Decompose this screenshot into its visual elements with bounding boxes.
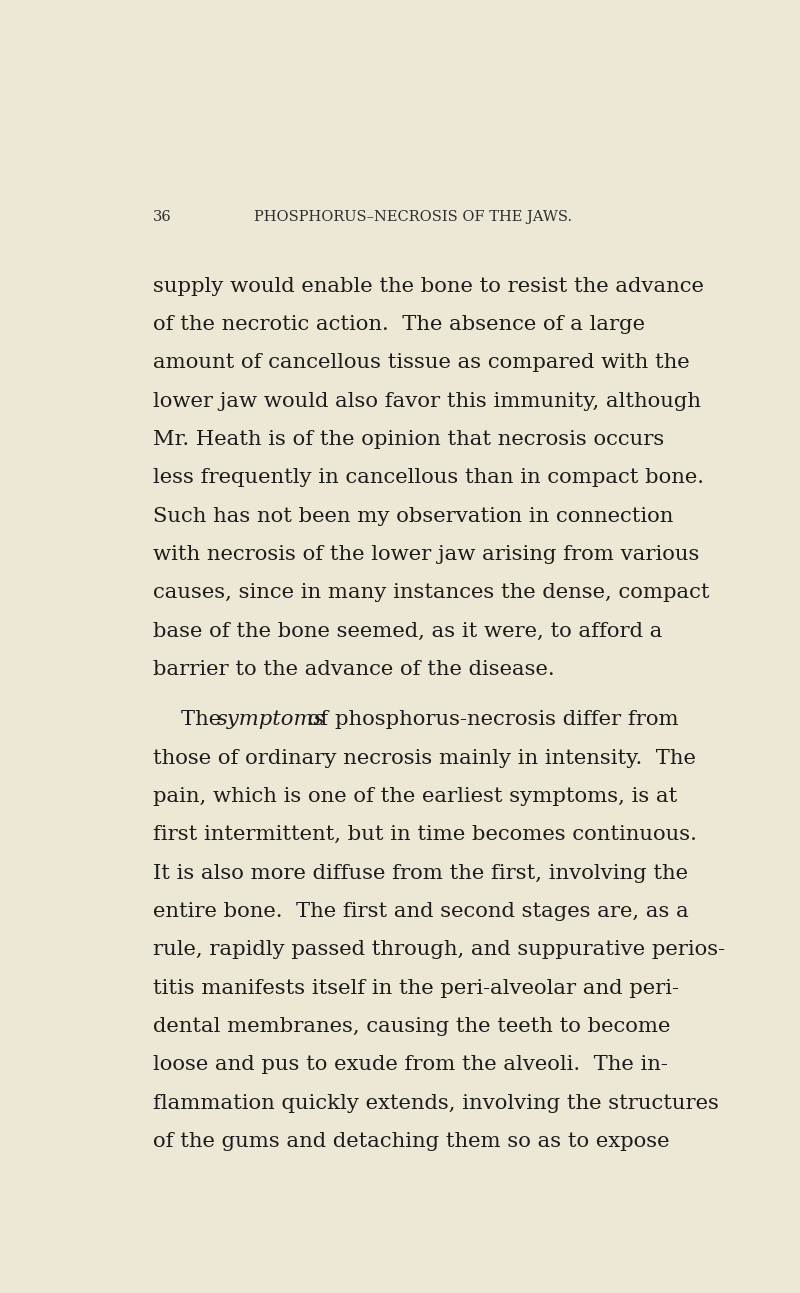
Text: of the gums and detaching them so as to expose: of the gums and detaching them so as to …	[153, 1131, 669, 1151]
Text: PHOSPHORUS–NECROSIS OF THE JAWS.: PHOSPHORUS–NECROSIS OF THE JAWS.	[254, 209, 572, 224]
Text: lower jaw would also favor this immunity, although: lower jaw would also favor this immunity…	[153, 392, 701, 411]
Text: loose and pus to exude from the alveoli.  The in-: loose and pus to exude from the alveoli.…	[153, 1055, 667, 1074]
Text: of phosphorus-necrosis differ from: of phosphorus-necrosis differ from	[301, 710, 678, 729]
Text: rule, rapidly passed through, and suppurative perios-: rule, rapidly passed through, and suppur…	[153, 940, 725, 959]
Text: The: The	[181, 710, 227, 729]
Text: It is also more diffuse from the first, involving the: It is also more diffuse from the first, …	[153, 864, 688, 883]
Text: amount of cancellous tissue as compared with the: amount of cancellous tissue as compared …	[153, 353, 690, 372]
Text: barrier to the advance of the disease.: barrier to the advance of the disease.	[153, 659, 554, 679]
Text: symptoms: symptoms	[217, 710, 326, 729]
Text: less frequently in cancellous than in compact bone.: less frequently in cancellous than in co…	[153, 468, 704, 487]
Text: entire bone.  The first and second stages are, as a: entire bone. The first and second stages…	[153, 901, 689, 921]
Text: those of ordinary necrosis mainly in intensity.  The: those of ordinary necrosis mainly in int…	[153, 749, 695, 768]
Text: base of the bone seemed, as it were, to afford a: base of the bone seemed, as it were, to …	[153, 622, 662, 640]
Text: pain, which is one of the earliest symptoms, is at: pain, which is one of the earliest sympt…	[153, 787, 677, 806]
Text: dental membranes, causing the teeth to become: dental membranes, causing the teeth to b…	[153, 1016, 670, 1036]
Text: flammation quickly extends, involving the structures: flammation quickly extends, involving th…	[153, 1094, 718, 1112]
Text: Such has not been my observation in connection: Such has not been my observation in conn…	[153, 507, 673, 526]
Text: with necrosis of the lower jaw arising from various: with necrosis of the lower jaw arising f…	[153, 544, 699, 564]
Text: Mr. Heath is of the opinion that necrosis occurs: Mr. Heath is of the opinion that necrosi…	[153, 431, 664, 449]
Text: first intermittent, but in time becomes continuous.: first intermittent, but in time becomes …	[153, 825, 697, 844]
Text: 36: 36	[153, 209, 171, 224]
Text: of the necrotic action.  The absence of a large: of the necrotic action. The absence of a…	[153, 315, 645, 334]
Text: causes, since in many instances the dense, compact: causes, since in many instances the dens…	[153, 583, 710, 603]
Text: supply would enable the bone to resist the advance: supply would enable the bone to resist t…	[153, 277, 703, 296]
Text: titis manifests itself in the peri-alveolar and peri-: titis manifests itself in the peri-alveo…	[153, 979, 678, 997]
